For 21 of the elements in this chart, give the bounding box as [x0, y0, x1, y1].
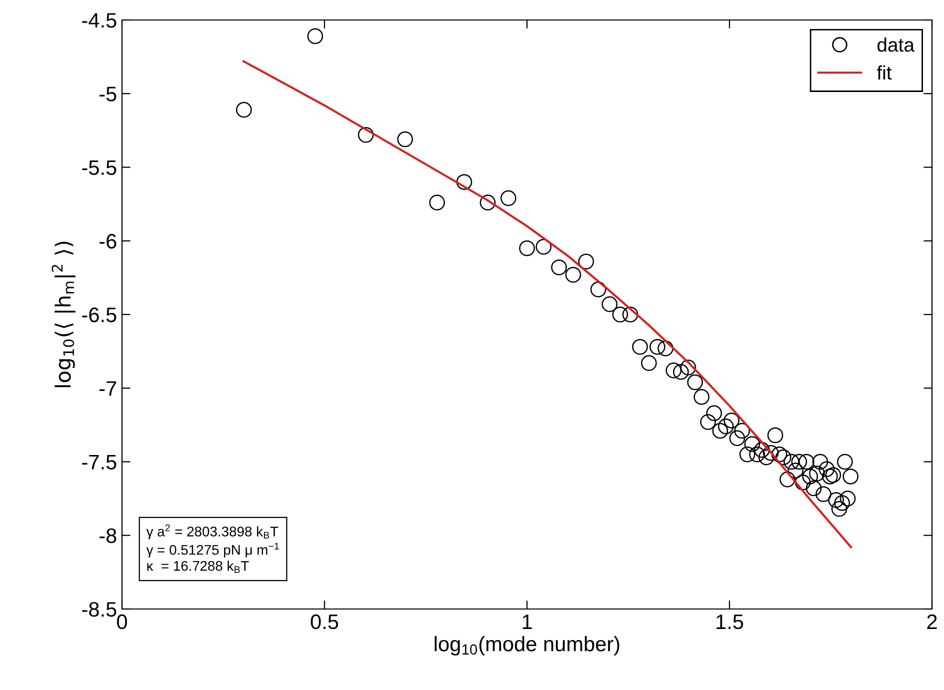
y-tick-label: -8.5 [82, 602, 116, 617]
y-tick-label: -8 [100, 528, 116, 544]
legend-label: data [877, 38, 915, 52]
y-tick-label: -5 [100, 86, 116, 102]
y-tick-label: -7 [100, 381, 116, 396]
y-axis-title: log$_{10}$(⟨ |h$_{m}$|$^{2}$ ⟩) [52, 242, 76, 388]
x-tick-label: 0 [117, 614, 127, 630]
x-tick-label: 0.5 [310, 614, 338, 630]
x-tick-label: 1 [522, 614, 532, 629]
legend-label: fit [876, 65, 892, 80]
annotation: γ = 0.51275 pN μ m$^{−1}$ [146, 542, 279, 558]
annotation: γ a$^{2}$ = 2803.3898 k$_{B}$T [146, 524, 278, 540]
y-tick-label: -7.5 [82, 454, 116, 470]
x-tick-label: 2 [927, 614, 937, 629]
y-tick-label: -6.5 [82, 308, 116, 322]
annotation: κ = 16.7288 k$_{B}$T [147, 560, 249, 573]
y-tick-label: -5.5 [82, 160, 116, 176]
x-tick-label: 1.5 [716, 614, 744, 630]
y-tick-label: -4.5 [82, 13, 116, 28]
y-tick-label: -6 [100, 234, 116, 249]
x-axis-title: log$_{10}$(mode number) [434, 636, 620, 656]
